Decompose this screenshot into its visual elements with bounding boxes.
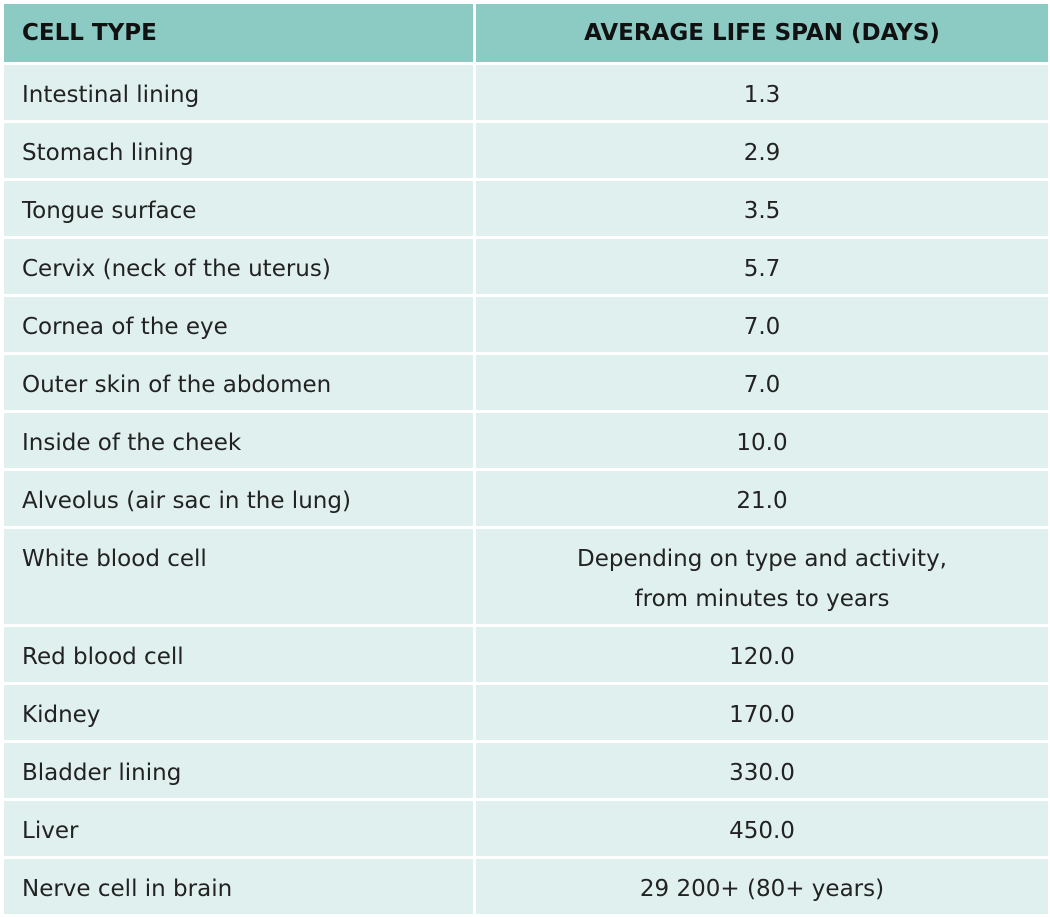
life-span-value: 7.0 [743, 314, 781, 340]
life-span: 5.7 [476, 239, 1048, 297]
life-span: 330.0 [476, 743, 1048, 801]
table-row: Stomach lining 2.9 [4, 123, 1048, 181]
table-row: Red blood cell 120.0 [4, 627, 1048, 685]
table-row: White blood cell Depending on type and a… [4, 529, 1048, 627]
table-header: CELL TYPE AVERAGE LIFE SPAN (DAYS) [4, 4, 1048, 65]
life-span-value: 3.5 [743, 198, 781, 224]
life-span: 120.0 [476, 627, 1048, 685]
life-span: Depending on type and activity, from min… [476, 529, 1048, 627]
life-span-value: 29 200+ (80+ years) [639, 876, 885, 902]
cell-type: Stomach lining [4, 123, 476, 181]
life-span: 10.0 [476, 413, 1048, 471]
cell-type: Cornea of the eye [4, 297, 476, 355]
life-span-value: 450.0 [729, 818, 795, 844]
header-average-life-span: AVERAGE LIFE SPAN (DAYS) [476, 4, 1048, 65]
cell-type: White blood cell [4, 529, 476, 627]
table-row: Liver 450.0 [4, 801, 1048, 859]
life-span: 7.0 [476, 355, 1048, 413]
table-body: Intestinal lining 1.3 Stomach lining 2.9… [4, 65, 1048, 917]
header-cell-type: CELL TYPE [4, 4, 476, 65]
cell-type: Nerve cell in brain [4, 859, 476, 917]
life-span: 170.0 [476, 685, 1048, 743]
life-span-value: 170.0 [729, 702, 795, 728]
life-span-value: Depending on type and activity, from min… [577, 546, 947, 612]
table-row: Intestinal lining 1.3 [4, 65, 1048, 123]
table-row: Kidney 170.0 [4, 685, 1048, 743]
life-span: 7.0 [476, 297, 1048, 355]
cell-type: Tongue surface [4, 181, 476, 239]
life-span: 29 200+ (80+ years) [476, 859, 1048, 917]
cell-type: Bladder lining [4, 743, 476, 801]
life-span: 3.5 [476, 181, 1048, 239]
life-span-value: 21.0 [736, 488, 788, 514]
cell-type: Liver [4, 801, 476, 859]
cell-type: Kidney [4, 685, 476, 743]
cell-type: Cervix (neck of the uterus) [4, 239, 476, 297]
cell-type: Outer skin of the abdomen [4, 355, 476, 413]
life-span-value: 7.0 [743, 372, 781, 398]
life-span: 2.9 [476, 123, 1048, 181]
table-row: Outer skin of the abdomen 7.0 [4, 355, 1048, 413]
life-span-value: 5.7 [743, 256, 781, 282]
cell-lifespan-table: CELL TYPE AVERAGE LIFE SPAN (DAYS) Intes… [4, 4, 1048, 917]
life-span: 1.3 [476, 65, 1048, 123]
life-span-value: 2.9 [743, 140, 781, 166]
table-row: Nerve cell in brain 29 200+ (80+ years) [4, 859, 1048, 917]
life-span-value: 1.3 [743, 82, 781, 108]
life-span-value: 120.0 [729, 644, 795, 670]
life-span-value: 10.0 [736, 430, 788, 456]
table-row: Cervix (neck of the uterus) 5.7 [4, 239, 1048, 297]
table-row: Inside of the cheek 10.0 [4, 413, 1048, 471]
cell-type: Alveolus (air sac in the lung) [4, 471, 476, 529]
header-row: CELL TYPE AVERAGE LIFE SPAN (DAYS) [4, 4, 1048, 65]
life-span-value: 330.0 [729, 760, 795, 786]
table-row: Bladder lining 330.0 [4, 743, 1048, 801]
cell-type: Inside of the cheek [4, 413, 476, 471]
cell-type: Intestinal lining [4, 65, 476, 123]
table-row: Cornea of the eye 7.0 [4, 297, 1048, 355]
life-span: 21.0 [476, 471, 1048, 529]
table-row: Tongue surface 3.5 [4, 181, 1048, 239]
life-span: 450.0 [476, 801, 1048, 859]
cell-type: Red blood cell [4, 627, 476, 685]
table-row: Alveolus (air sac in the lung) 21.0 [4, 471, 1048, 529]
